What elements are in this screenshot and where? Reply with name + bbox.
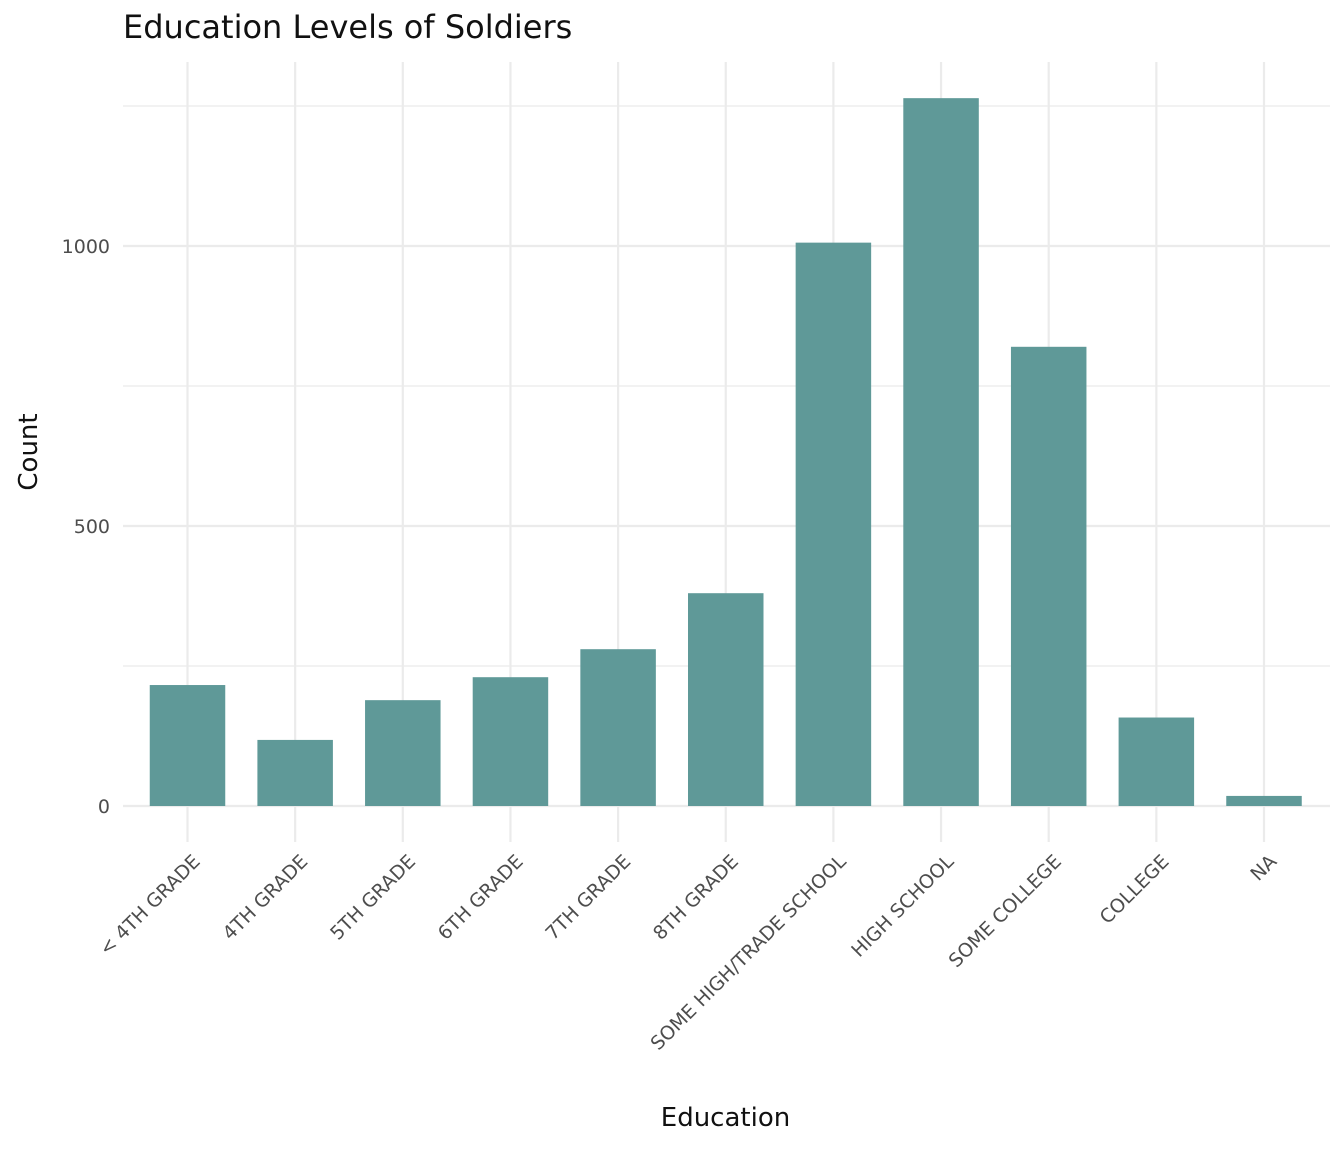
bar [257,739,333,806]
x-tick-labels: < 4TH GRADE 4TH GRADE 5TH GRADE 6TH GRADE 7T… [95,850,1281,1054]
chart-title: Education Levels of Soldiers [123,8,573,46]
x-tick-label: 5TH GRADE [326,851,420,945]
bar [795,242,872,806]
y-tick-labels: 0 500 1000 [62,236,110,818]
x-tick-label: NA [1246,851,1281,886]
bar [1226,795,1302,806]
bar [365,700,441,806]
x-tick-label: SOME HIGH/TRADE SCHOOL [647,850,851,1054]
bar [472,677,549,806]
x-axis-title: Education [660,1103,791,1133]
y-tick-label: 500 [74,516,110,538]
x-tick-label: 6TH GRADE [434,851,528,945]
x-tick-label: < 4TH GRADE [95,851,204,960]
x-tick-label: COLLEGE [1096,851,1174,929]
bar [688,593,764,806]
x-tick-label: 8TH GRADE [649,851,743,945]
bar [903,98,979,806]
y-tick-label: 0 [98,796,110,818]
bar [1118,717,1195,806]
bar-layer [149,98,1302,806]
y-tick-label: 1000 [62,236,110,258]
x-tick-label: 7TH GRADE [541,851,635,945]
bar [1010,346,1087,806]
x-tick-label: HIGH SCHOOL [847,850,958,961]
x-tick-label: SOME COLLEGE [945,851,1066,972]
bar [149,685,226,806]
x-tick-label: 4TH GRADE [218,851,312,945]
bar [580,649,656,806]
y-axis-title: Count [14,413,44,491]
